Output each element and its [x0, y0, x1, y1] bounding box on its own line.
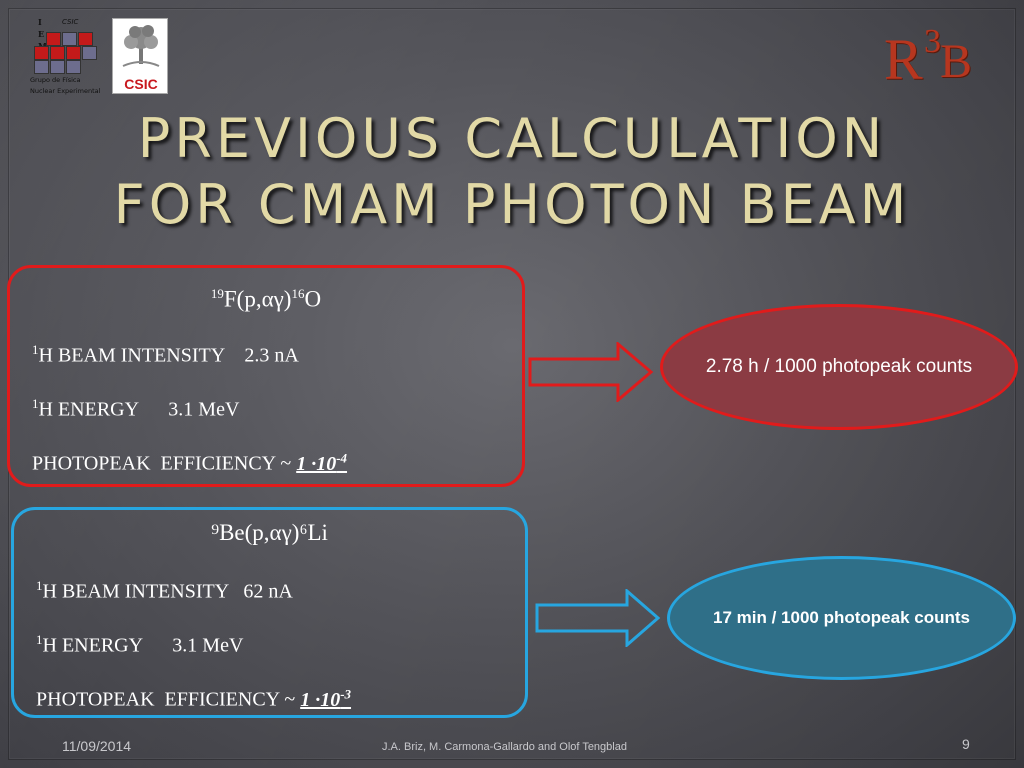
title-line-1: PREVIOUS CALCULATION [137, 107, 887, 170]
logo-square [66, 46, 81, 60]
mass-number: 1 [36, 578, 43, 593]
energy-text: H ENERGY 3.1 MeV [38, 398, 240, 421]
reaction-title: 19F(p,αγ)16O [10, 286, 522, 313]
efficiency-value: 1 ·10-4 [296, 450, 348, 475]
result-ellipse-fluorine: 2.78 h / 1000 photopeak counts [660, 304, 1018, 430]
efficiency-exponent: -3 [340, 686, 352, 701]
slide-title: PREVIOUS CALCULATION FOR CMAM PHOTON BEA… [60, 106, 964, 238]
beam-intensity-text: H BEAM INTENSITY 62 nA [42, 580, 293, 603]
mass-number: 16 [291, 286, 305, 301]
beam-intensity-line: 1H BEAM INTENSITY 62 nA [36, 578, 293, 604]
efficiency-line: PHOTOPEAK EFFICIENCY ~ 1 ·10-4 [32, 450, 347, 476]
efficiency-value: 1 ·10-3 [300, 686, 352, 711]
csic-label: CSIC [124, 76, 158, 92]
energy-line: 1H ENERGY 3.1 MeV [36, 632, 243, 658]
result-ellipse-beryllium: 17 min / 1000 photopeak counts [667, 556, 1016, 680]
logo-square [82, 46, 97, 60]
logo-caption-2: Nuclear Experimental [30, 87, 101, 95]
mass-number: 1 [36, 632, 43, 647]
result-text: 2.78 h / 1000 photopeak counts [705, 356, 973, 377]
logo-square [62, 32, 77, 46]
right-arrow-icon [528, 342, 654, 402]
reaction-formula: Be(p,αγ) [219, 520, 300, 545]
r3b-logo: R 3 B [884, 23, 984, 92]
right-arrow-icon [535, 589, 661, 647]
mass-number: 1 [32, 342, 39, 357]
efficiency-label: PHOTOPEAK EFFICIENCY ~ [36, 688, 301, 711]
efficiency-exponent: -4 [336, 450, 348, 465]
beam-intensity-text: H BEAM INTENSITY 2.3 nA [38, 344, 299, 367]
result-text: 17 min / 1000 photopeak counts [713, 608, 970, 627]
beam-intensity-line: 1H BEAM INTENSITY 2.3 nA [32, 342, 299, 368]
mass-number: 19 [210, 286, 224, 301]
efficiency-mantissa: 1 ·10 [300, 688, 341, 711]
page-number: 9 [962, 736, 970, 752]
logo-caption-1: Grupo de Física [30, 76, 81, 84]
efficiency-line: PHOTOPEAK EFFICIENCY ~ 1 ·10-3 [36, 686, 351, 712]
logo-square [34, 60, 49, 74]
r3b-r: R [884, 27, 923, 92]
mass-number: ⁶ [299, 520, 308, 545]
logo-square [50, 46, 65, 60]
logo-square [50, 60, 65, 74]
logo-square [78, 32, 93, 46]
footer-authors: J.A. Briz, M. Carmona-Gallardo and Olof … [382, 741, 627, 753]
r3b-three: 3 [924, 23, 941, 60]
mass-number: ⁹ [211, 520, 220, 545]
title-line-2: FOR CMAM PHOTON BEAM [113, 173, 911, 236]
efficiency-mantissa: 1 ·10 [296, 452, 337, 475]
r3b-b: B [940, 35, 973, 88]
footer-date: 11/09/2014 [62, 738, 132, 754]
logo-square [66, 60, 81, 74]
efficiency-label: PHOTOPEAK EFFICIENCY ~ [32, 452, 297, 475]
energy-line: 1H ENERGY 3.1 MeV [32, 396, 239, 422]
reaction-formula: F(p,αγ) [223, 286, 292, 312]
tree-icon [122, 25, 160, 67]
logo-csic-small: CSIC [62, 18, 79, 26]
reaction-title: ⁹Be(p,αγ)⁶Li [14, 520, 525, 546]
logo-square [34, 46, 49, 60]
reaction-box-beryllium: ⁹Be(p,αγ)⁶Li 1H BEAM INTENSITY 62 nA 1H … [11, 507, 528, 718]
reaction-box-fluorine: 19F(p,αγ)16O 1H BEAM INTENSITY 2.3 nA 1H… [7, 265, 525, 487]
energy-text: H ENERGY 3.1 MeV [42, 634, 244, 657]
reaction-product: Li [307, 520, 328, 545]
mass-number: 1 [32, 396, 39, 411]
logo-letter-i: I [38, 17, 42, 27]
reaction-product: O [304, 286, 322, 312]
logo-square [46, 32, 61, 46]
csic-logo: CSIC [112, 18, 168, 94]
logo-letter-e: E [38, 29, 45, 39]
iem-group-logo: I E M CSIC Grupo de Física Nuclear Exper… [30, 16, 110, 98]
